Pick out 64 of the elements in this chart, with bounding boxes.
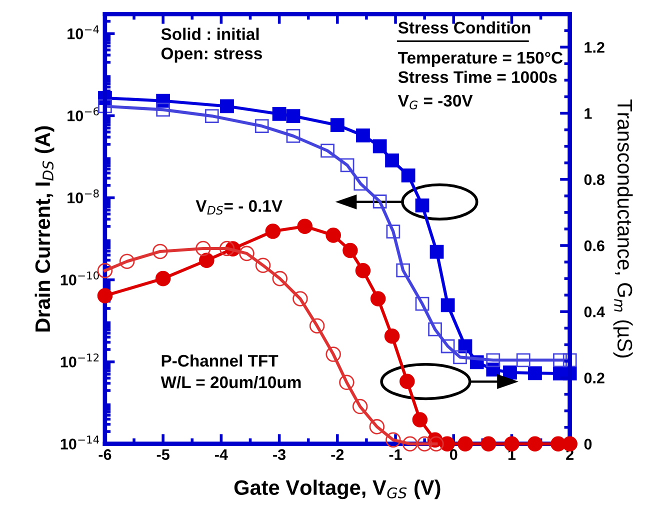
annotation: W/L = 20um/10um bbox=[160, 376, 301, 388]
annotation: P-Channel TFT bbox=[162, 354, 278, 367]
annotation: Stress Condition bbox=[398, 21, 530, 34]
point bbox=[401, 168, 416, 182]
y-tick-label: 10$^{−8}$ bbox=[68, 189, 99, 204]
y-axis-title: Drain Current, I$_{DS}$ (A) bbox=[34, 126, 54, 332]
annotation: V$_{DS}$= - 0.1V bbox=[196, 200, 282, 215]
point bbox=[272, 107, 286, 121]
point bbox=[320, 144, 334, 158]
y2-axis-title: Transconductance, G$_{m}$ (µS) bbox=[613, 100, 633, 358]
point bbox=[415, 296, 430, 311]
y-tick-label: 10$^{−4}$ bbox=[68, 25, 99, 40]
x-tick-label: -3 bbox=[273, 449, 286, 460]
point bbox=[553, 353, 567, 368]
y2-tick-label: 0 bbox=[584, 438, 592, 450]
point bbox=[428, 322, 442, 336]
y-tick-label: 10$^{−10}$ bbox=[60, 271, 99, 286]
x-tick-label: -2 bbox=[331, 449, 344, 460]
y2-tick-label: 1.2 bbox=[584, 42, 604, 53]
y-tick-label: 10$^{−6}$ bbox=[68, 107, 99, 122]
point bbox=[340, 158, 354, 172]
point bbox=[528, 366, 542, 380]
annotation: Temperature = 150°C bbox=[398, 52, 563, 67]
x-tick-label: -5 bbox=[156, 449, 170, 460]
point bbox=[516, 353, 530, 368]
point bbox=[440, 339, 455, 354]
y2-tick-label: 1 bbox=[584, 108, 592, 119]
point bbox=[372, 139, 387, 154]
annotation: Stress Time = 1000s bbox=[398, 70, 557, 84]
y-tick-label: 10$^{−12}$ bbox=[60, 353, 99, 368]
y2-tick-label: 0.6 bbox=[584, 240, 604, 252]
y2-tick-label: 0.8 bbox=[584, 174, 605, 186]
point bbox=[486, 353, 500, 368]
point bbox=[430, 244, 444, 259]
point bbox=[220, 99, 234, 114]
point bbox=[286, 129, 300, 143]
point bbox=[503, 366, 517, 380]
y-tick-label: 10$^{−14}$ bbox=[60, 436, 100, 450]
annotation: Open: stress bbox=[161, 48, 262, 63]
point bbox=[385, 154, 399, 168]
x-tick-label: -6 bbox=[98, 449, 112, 460]
point bbox=[254, 119, 269, 133]
y2-tick-label: 0.4 bbox=[584, 306, 605, 318]
point bbox=[396, 263, 410, 278]
point bbox=[440, 298, 455, 312]
x-tick-label: 0 bbox=[450, 449, 458, 460]
point bbox=[562, 353, 577, 368]
y2-tick-label: 0.2 bbox=[584, 372, 604, 384]
point bbox=[286, 109, 300, 123]
point bbox=[415, 198, 430, 212]
point bbox=[386, 224, 400, 238]
point bbox=[356, 128, 370, 142]
point bbox=[204, 109, 219, 123]
annotation: Solid : initial bbox=[161, 28, 259, 40]
point bbox=[98, 99, 112, 114]
x-tick-label: -4 bbox=[214, 449, 228, 460]
point bbox=[453, 350, 467, 364]
point bbox=[156, 102, 170, 117]
point bbox=[330, 118, 344, 132]
point bbox=[354, 176, 368, 191]
x-axis-title: Gate Voltage, V$_{GS}$ (V) bbox=[234, 480, 440, 500]
point bbox=[372, 194, 387, 208]
x-tick-label: -1 bbox=[389, 449, 402, 460]
annotation: V$_{G}$ = -30V bbox=[398, 94, 473, 110]
